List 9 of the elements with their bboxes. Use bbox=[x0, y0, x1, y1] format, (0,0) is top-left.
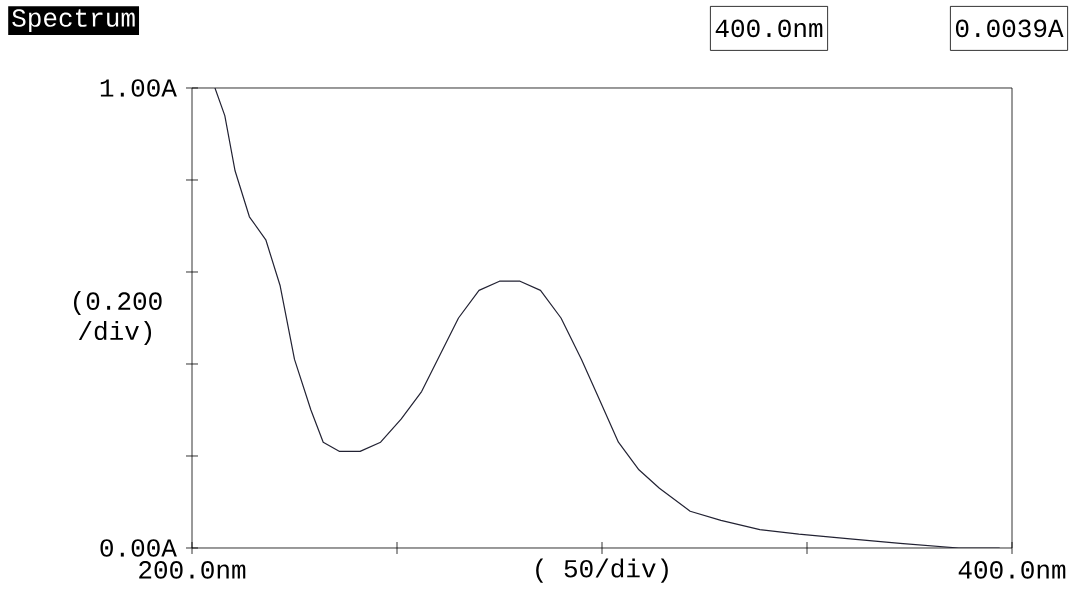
x-tick-label: 200.0nm bbox=[139, 561, 246, 579]
line-series bbox=[214, 88, 1001, 548]
text: 400.0nm bbox=[715, 19, 823, 38]
y-tick-label: 1.00A bbox=[100, 79, 177, 97]
text: 0.0039A bbox=[955, 19, 1064, 38]
y-tick-label: 0.00A bbox=[100, 539, 177, 557]
y-axis-title: (0.200 /div) bbox=[73, 290, 162, 346]
x-axis-title: ( 50/div) bbox=[536, 558, 668, 583]
chart-title: Spectrum bbox=[12, 9, 135, 32]
